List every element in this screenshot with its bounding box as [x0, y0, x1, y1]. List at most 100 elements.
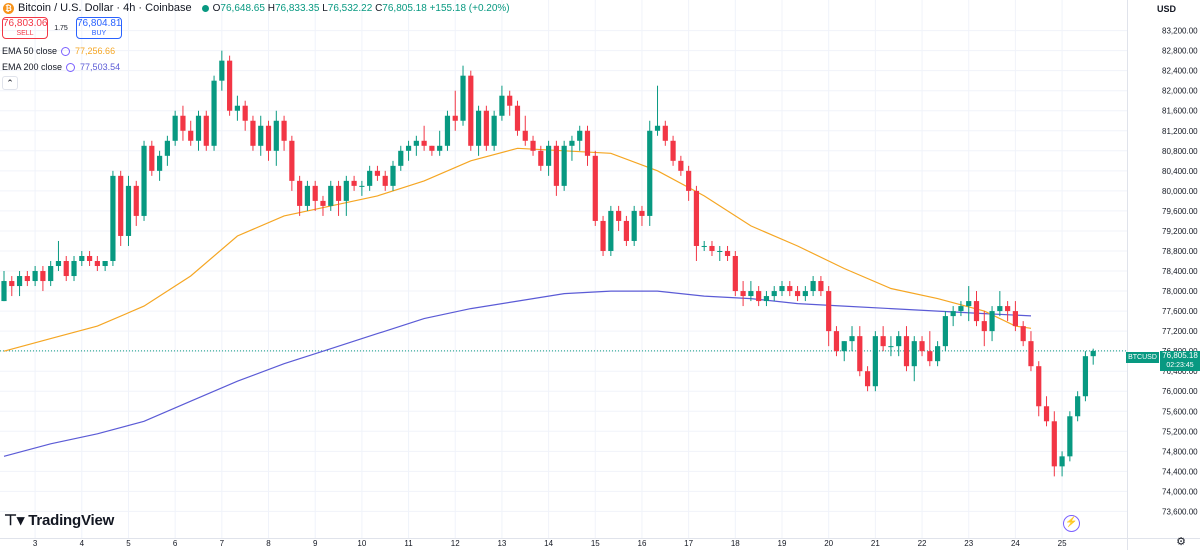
chart-header: ₿ Bitcoin / U.S. Dollar · 4h · Coinbase …: [0, 0, 510, 16]
candle-body: [1043, 406, 1050, 422]
candle-body: [1012, 311, 1018, 327]
y-tick-label: 75,200.00: [1162, 427, 1198, 436]
candle-body: [429, 145, 435, 151]
candle-body: [328, 185, 334, 206]
candle-body: [289, 140, 295, 181]
candle-body: [219, 60, 225, 81]
tradingview-logo[interactable]: ⊤▾ TradingView: [4, 511, 114, 530]
y-tick-label: 74,000.00: [1162, 487, 1198, 496]
x-tick-label: 21: [871, 539, 880, 548]
candle-body: [686, 170, 692, 191]
candle-body: [40, 271, 46, 282]
candle-body: [390, 165, 396, 186]
candle-body: [1059, 456, 1065, 467]
candle-body: [973, 301, 980, 322]
candle-body: [273, 120, 279, 151]
candle-body: [499, 95, 505, 116]
candle-body: [141, 145, 147, 216]
candle-body: [180, 115, 186, 131]
candle-body: [9, 281, 15, 287]
candle-body: [787, 286, 793, 292]
candle-body: [125, 185, 132, 236]
candle-body: [654, 125, 661, 131]
candle-body: [444, 115, 451, 146]
x-tick-label: 8: [266, 539, 271, 548]
candle-body: [693, 190, 700, 246]
candle-body: [211, 80, 217, 146]
candle-body: [740, 291, 746, 297]
change-value: +155.18 (+0.20%): [429, 2, 510, 14]
indicator-settings-icon[interactable]: [61, 46, 71, 56]
x-tick-label: 24: [1011, 539, 1020, 548]
candle-body: [577, 130, 583, 141]
currency-label[interactable]: USD: [1156, 4, 1176, 14]
candle-body: [491, 115, 497, 146]
candle-body: [794, 291, 801, 297]
candle-body: [818, 281, 824, 292]
sell-button[interactable]: 76,803.06 SELL: [2, 17, 48, 39]
open-value: 76,648.65: [220, 2, 265, 14]
y-tick-label: 82,800.00: [1162, 47, 1198, 56]
indicator-ema200[interactable]: EMA 200 close 77,503.54: [2, 62, 120, 72]
x-tick-label: 13: [497, 539, 506, 548]
candle-body: [709, 245, 715, 251]
candle-body: [1067, 416, 1073, 457]
candle-body: [826, 291, 832, 332]
current-price-tag: BTCUSD 76,805.18 02:23:45: [1126, 351, 1200, 371]
candle-body: [919, 341, 925, 352]
y-tick-label: 76,000.00: [1162, 387, 1198, 396]
candle-body: [701, 245, 707, 247]
collapse-legend-button[interactable]: ⌃: [2, 76, 18, 90]
candle-body: [864, 371, 871, 387]
candle-body: [1075, 396, 1081, 417]
y-tick-label: 81,600.00: [1162, 107, 1198, 116]
trade-panel: 76,803.06 SELL 1.75 76,804.81 BUY: [2, 17, 122, 39]
x-tick-label: 19: [778, 539, 787, 548]
candle-body: [950, 311, 956, 317]
x-tick-label: 23: [964, 539, 973, 548]
candle-body: [857, 336, 863, 372]
flash-icon[interactable]: ⚡: [1063, 515, 1080, 532]
x-tick-label: 25: [1058, 539, 1067, 548]
bitcoin-icon: ₿: [3, 2, 14, 14]
candle-body: [398, 150, 404, 166]
candle-body: [958, 306, 964, 312]
candle-body: [514, 105, 521, 131]
indicator-label: EMA 50 close: [2, 46, 58, 56]
candle-body: [546, 145, 552, 166]
gear-icon[interactable]: ⚙: [1176, 536, 1186, 548]
y-tick-label: 75,600.00: [1162, 407, 1198, 416]
indicator-ema50[interactable]: EMA 50 close 77,256.66: [2, 46, 115, 56]
y-tick-label: 78,800.00: [1162, 247, 1198, 256]
indicator-settings-icon[interactable]: [66, 62, 76, 72]
candle-body: [172, 115, 178, 141]
candle-body: [507, 95, 513, 106]
x-tick-label: 17: [684, 539, 693, 548]
candle-body: [304, 185, 311, 206]
candle-body: [203, 115, 209, 146]
candle-body: [553, 145, 559, 186]
candle-body: [779, 286, 785, 292]
candle-body: [810, 281, 816, 292]
candle-body: [297, 180, 303, 206]
candle-body: [833, 331, 840, 352]
candle-body: [732, 255, 738, 292]
candle-body: [24, 276, 30, 282]
candle-body: [359, 185, 365, 187]
candle-body: [110, 175, 116, 261]
x-tick-label: 18: [731, 539, 740, 548]
candle-body: [670, 140, 676, 161]
candle-body: [421, 140, 427, 146]
candle-body: [639, 210, 645, 216]
x-tick-label: 12: [451, 539, 460, 548]
symbol-title[interactable]: Bitcoin / U.S. Dollar · 4h · Coinbase: [18, 2, 192, 14]
candle-body: [164, 140, 170, 156]
candle-body: [118, 175, 124, 236]
candle-body: [242, 105, 248, 121]
candle-body: [530, 140, 536, 151]
candle-body: [989, 311, 995, 332]
y-tick-label: 83,200.00: [1162, 27, 1198, 36]
candle-body: [756, 291, 762, 302]
buy-button[interactable]: 76,804.81 BUY: [76, 17, 122, 39]
